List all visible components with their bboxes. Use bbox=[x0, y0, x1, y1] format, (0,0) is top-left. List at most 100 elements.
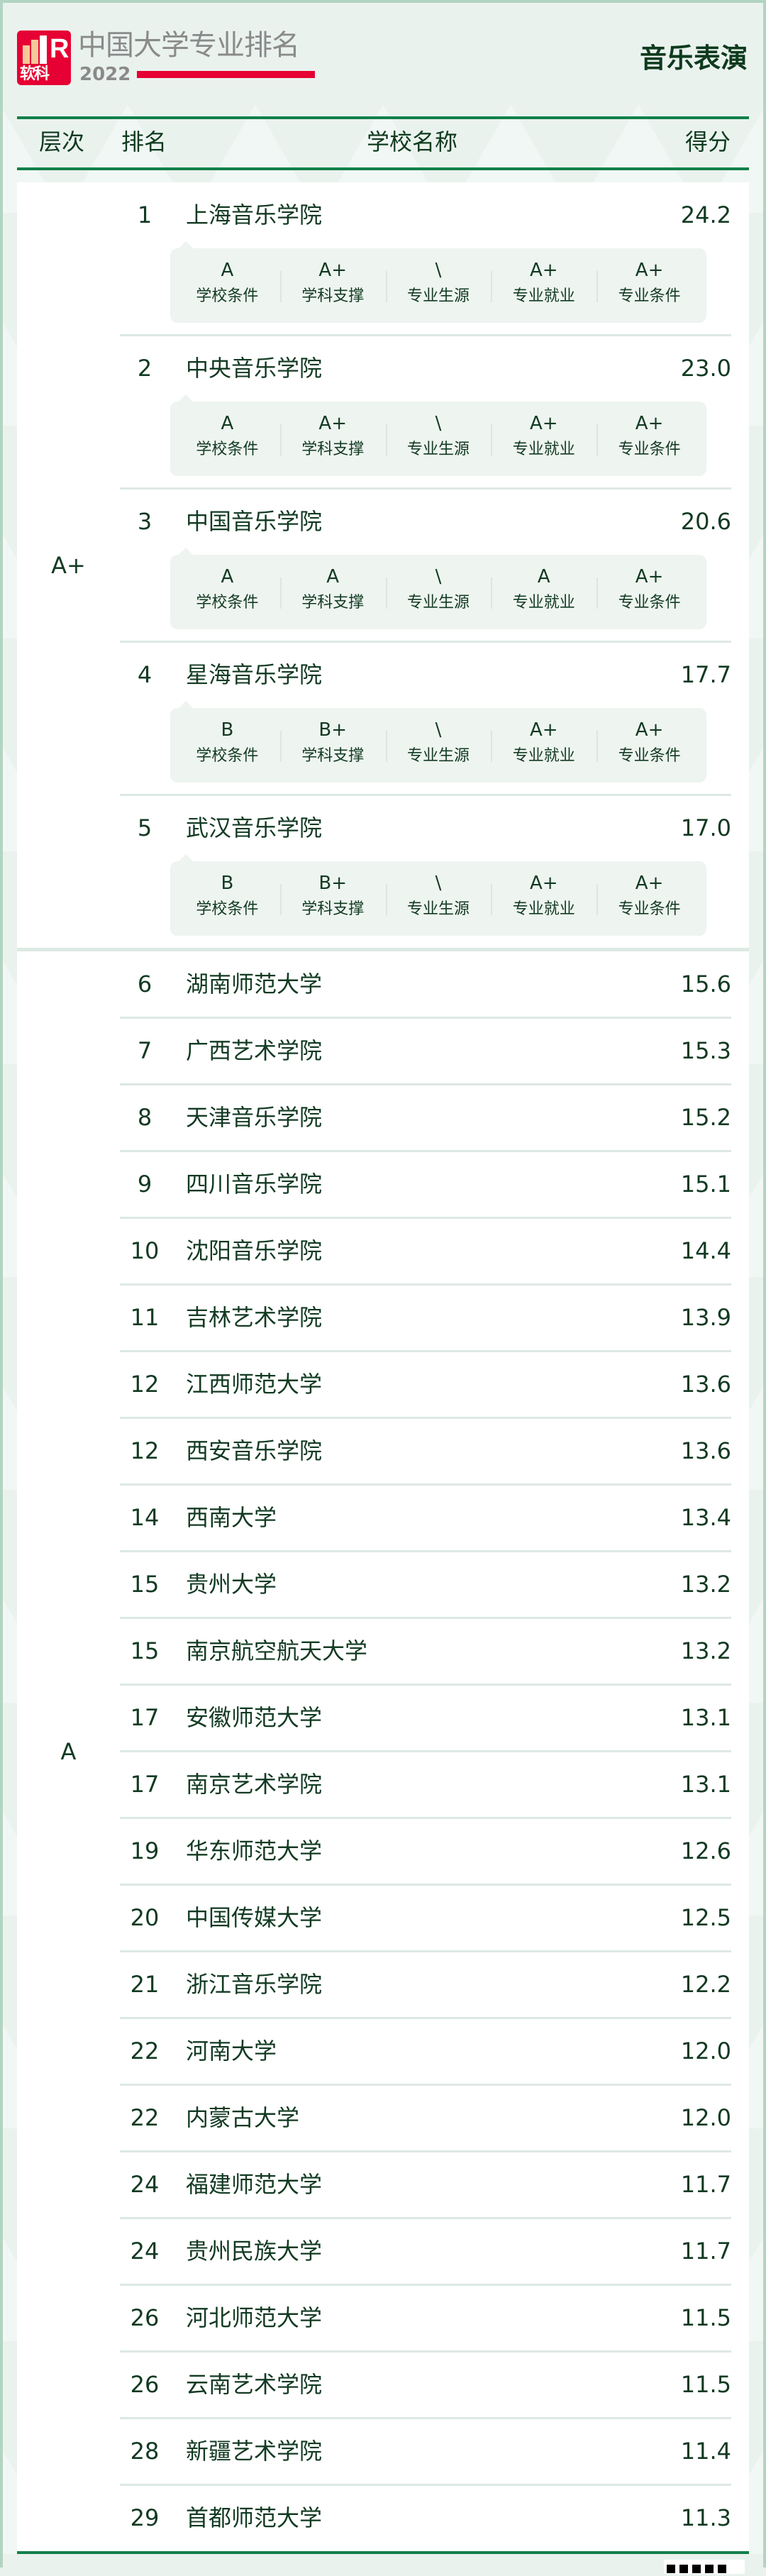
grade-label: 学科支撑 bbox=[301, 747, 365, 765]
grade-label: 学校条件 bbox=[196, 900, 259, 918]
shanghai-ranking-logo: R 软科 bbox=[17, 31, 71, 85]
grade-value: A bbox=[326, 566, 340, 587]
school-name[interactable]: 南京航空航天大学 bbox=[186, 1637, 368, 1664]
school-name[interactable]: 安徽师范大学 bbox=[186, 1704, 323, 1731]
rank-value: 15 bbox=[130, 1637, 160, 1664]
rank-value: 22 bbox=[130, 2038, 160, 2064]
grade-label: 专业生源 bbox=[406, 594, 470, 612]
school-name[interactable]: 福建师范大学 bbox=[186, 2171, 323, 2198]
score-value: 12.0 bbox=[680, 2038, 731, 2064]
grade-value: A bbox=[221, 413, 234, 434]
grade-cell: B 学校条件 bbox=[174, 861, 280, 936]
school-name[interactable]: 河南大学 bbox=[186, 2038, 277, 2064]
school-name[interactable]: 云南艺术学院 bbox=[186, 2371, 323, 2398]
grade-label: 专业就业 bbox=[512, 747, 575, 765]
grade-value: A+ bbox=[318, 260, 347, 281]
school-name[interactable]: 贵州民族大学 bbox=[186, 2238, 323, 2265]
rank-value: 9 bbox=[137, 1171, 152, 1198]
grade-label: 学校条件 bbox=[196, 594, 259, 612]
score-value: 12.2 bbox=[680, 1971, 731, 1998]
grade-value: A+ bbox=[318, 413, 347, 434]
school-name[interactable]: 西南大学 bbox=[186, 1504, 277, 1531]
col-score-header: 得分 bbox=[685, 128, 731, 155]
grade-value: A bbox=[221, 566, 234, 587]
score-value: 12.5 bbox=[680, 1904, 731, 1931]
school-name[interactable]: 中国音乐学院 bbox=[186, 508, 323, 535]
school-name[interactable]: 四川音乐学院 bbox=[186, 1171, 323, 1198]
qr-code bbox=[664, 2560, 745, 2574]
school-name[interactable]: 江西师范大学 bbox=[186, 1371, 323, 1398]
school-name[interactable]: 河北师范大学 bbox=[186, 2304, 323, 2331]
score-value: 13.2 bbox=[680, 1571, 731, 1598]
grade-value: A+ bbox=[530, 719, 558, 741]
school-name[interactable]: 中国传媒大学 bbox=[186, 1904, 323, 1931]
row-divider bbox=[120, 1684, 731, 1686]
grade-value: A+ bbox=[530, 873, 558, 894]
row-divider bbox=[120, 2217, 731, 2219]
brand-title: 中国大学专业排名 bbox=[78, 29, 300, 62]
school-name[interactable]: 新疆艺术学院 bbox=[186, 2438, 323, 2465]
row-divider bbox=[120, 1817, 731, 1819]
school-name[interactable]: 广西艺术学院 bbox=[186, 1037, 323, 1064]
rank-value: 26 bbox=[130, 2304, 160, 2331]
grade-value: A+ bbox=[635, 873, 664, 894]
score-value: 13.9 bbox=[680, 1304, 731, 1331]
grade-value: A+ bbox=[635, 719, 664, 741]
grade-cell: A 学校条件 bbox=[174, 248, 280, 323]
rank-value: 14 bbox=[130, 1504, 160, 1531]
score-value: 11.3 bbox=[680, 2504, 731, 2531]
row-divider bbox=[120, 2084, 731, 2086]
rank-value: 3 bbox=[137, 508, 152, 535]
school-name[interactable]: 星海音乐学院 bbox=[186, 661, 323, 688]
score-value: 11.7 bbox=[680, 2238, 731, 2265]
grade-breakdown: A 学校条件 A+ 学科支撑 \ 专业生源 A+ 专业就业 A+ 专业条件 bbox=[170, 241, 706, 323]
grade-cell: A+ 专业条件 bbox=[596, 708, 702, 783]
school-name[interactable]: 内蒙古大学 bbox=[186, 2104, 300, 2131]
grade-cell: A 专业就业 bbox=[491, 555, 596, 629]
rank-value: 21 bbox=[130, 1971, 160, 1998]
row-divider bbox=[120, 794, 731, 796]
school-name[interactable]: 西安音乐学院 bbox=[186, 1437, 323, 1464]
rank-value: 12 bbox=[130, 1371, 160, 1398]
grade-label: 专业生源 bbox=[406, 287, 470, 305]
col-name-header: 学校名称 bbox=[367, 128, 458, 155]
school-name[interactable]: 南京艺术学院 bbox=[186, 1771, 323, 1798]
school-name[interactable]: 武汉音乐学院 bbox=[186, 814, 323, 841]
score-value: 11.7 bbox=[680, 2171, 731, 2198]
school-name[interactable]: 首都师范大学 bbox=[186, 2504, 323, 2531]
rank-value: 28 bbox=[130, 2438, 160, 2465]
school-name[interactable]: 贵州大学 bbox=[186, 1571, 277, 1598]
grade-cell: \ 专业生源 bbox=[385, 861, 492, 936]
school-name[interactable]: 浙江音乐学院 bbox=[186, 1971, 323, 1998]
school-name[interactable]: 沈阳音乐学院 bbox=[186, 1237, 323, 1264]
school-name[interactable]: 上海音乐学院 bbox=[186, 201, 323, 228]
grade-label: 学校条件 bbox=[196, 287, 259, 305]
grade-label: 专业生源 bbox=[406, 747, 470, 765]
grade-label: 专业就业 bbox=[512, 287, 575, 305]
tier-label: A+ bbox=[51, 552, 86, 579]
rank-value: 20 bbox=[130, 1904, 160, 1931]
grade-cell: \ 专业生源 bbox=[385, 402, 492, 476]
rank-value: 4 bbox=[137, 661, 152, 688]
row-divider bbox=[120, 2484, 731, 2486]
grade-cell: A+ 学科支撑 bbox=[279, 402, 386, 476]
row-divider bbox=[120, 1350, 731, 1352]
rank-value: 7 bbox=[137, 1037, 152, 1064]
row-divider bbox=[120, 2417, 731, 2419]
row-divider bbox=[120, 1750, 731, 1752]
rank-value: 10 bbox=[130, 1237, 160, 1264]
grade-breakdown: A 学校条件 A 学科支撑 \ 专业生源 A 专业就业 A+ 专业条件 bbox=[170, 548, 706, 629]
school-name[interactable]: 天津音乐学院 bbox=[186, 1104, 323, 1131]
row-divider bbox=[120, 2017, 731, 2019]
grade-cell: A 学科支撑 bbox=[279, 555, 386, 629]
row-divider bbox=[120, 1150, 731, 1152]
school-name[interactable]: 华东师范大学 bbox=[186, 1837, 323, 1864]
school-name[interactable]: 湖南师范大学 bbox=[186, 971, 323, 997]
grade-label: 学科支撑 bbox=[301, 441, 365, 458]
school-name[interactable]: 吉林艺术学院 bbox=[186, 1304, 323, 1331]
rank-value: 19 bbox=[130, 1837, 160, 1864]
grade-label: 专业条件 bbox=[618, 900, 681, 918]
score-value: 15.6 bbox=[680, 971, 731, 997]
school-name[interactable]: 中央音乐学院 bbox=[186, 355, 323, 382]
grade-value: A+ bbox=[530, 260, 558, 281]
